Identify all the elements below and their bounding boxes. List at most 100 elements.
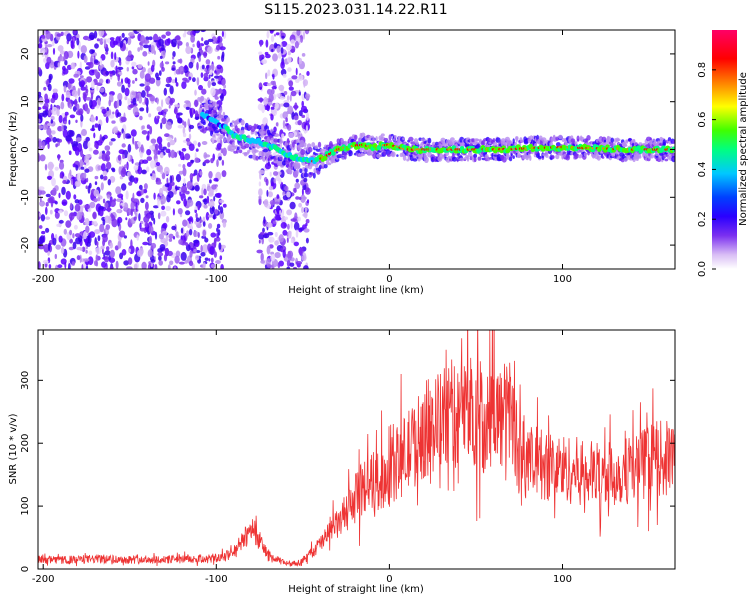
spectrogram-noise-cell xyxy=(301,188,304,196)
spectrogram-noise-cell xyxy=(279,103,285,107)
spectrogram-noise-cell xyxy=(205,59,211,65)
spectrogram-noise-cell xyxy=(117,216,123,224)
spectrogram-noise-cell xyxy=(303,228,310,233)
spectrogram-noise-cell xyxy=(65,190,71,200)
spectrogram-noise-cell xyxy=(161,205,166,210)
spectrogram-noise-cell xyxy=(157,115,160,120)
spectrogram-x-tick-label: 0 xyxy=(386,274,392,285)
spectrogram-noise-cell xyxy=(146,105,149,114)
spectrogram-noise-cell xyxy=(136,234,139,241)
spectrogram-noise-cell xyxy=(180,227,184,234)
spectrogram-heatmap xyxy=(38,30,675,269)
spectrogram-noise-cell xyxy=(50,119,53,124)
spectrogram-ridge-halo xyxy=(314,153,319,156)
spectrogram-noise-cell xyxy=(83,172,87,179)
spectrogram-noise-cell xyxy=(180,185,188,193)
spectrogram-noise-cell xyxy=(141,261,147,269)
spectrogram-noise-cell xyxy=(202,262,206,269)
spectrogram-noise-cell xyxy=(162,230,168,236)
spectrogram-noise-cell xyxy=(174,255,180,264)
spectrogram-ridge-halo xyxy=(501,156,507,163)
spectrogram-noise-cell xyxy=(51,39,55,47)
spectrogram-noise-cell xyxy=(41,230,46,235)
spectrogram-noise-cell xyxy=(84,165,87,170)
spectrogram-ridge-halo xyxy=(319,148,324,154)
spectrogram-noise-cell xyxy=(263,216,266,224)
spectrogram-noise-cell xyxy=(174,106,178,115)
spectrogram-noise-cell xyxy=(266,88,272,95)
spectrogram-noise-cell xyxy=(44,163,48,171)
spectrogram-noise-cell xyxy=(180,251,187,261)
spectrogram-noise-cell xyxy=(46,127,52,136)
spectrogram-noise-cell xyxy=(117,92,123,102)
spectrogram-noise-cell xyxy=(305,124,308,133)
spectrogram-ridge-halo xyxy=(323,164,328,169)
spectrogram-noise-cell xyxy=(274,240,279,246)
spectrogram-noise-cell xyxy=(267,69,271,77)
spectrogram-noise-cell xyxy=(156,76,161,81)
spectrogram-noise-cell xyxy=(123,130,126,140)
spectrogram-noise-cell xyxy=(295,196,300,200)
spectrogram-noise-cell xyxy=(121,249,127,256)
spectrogram-noise-cell xyxy=(137,64,143,69)
spectrogram-noise-cell xyxy=(41,35,46,39)
snr-y-tick-label: 0 xyxy=(20,566,31,572)
spectrogram-noise-cell xyxy=(105,79,109,84)
spectrogram-noise-cell xyxy=(178,65,185,75)
spectrogram-ridge-halo xyxy=(303,172,309,178)
spectrogram-noise-cell xyxy=(211,137,215,144)
spectrogram-noise-cell xyxy=(142,51,148,57)
spectrogram-noise-cell xyxy=(195,250,201,253)
spectrogram-noise-cell xyxy=(187,199,194,207)
spectrogram-noise-cell xyxy=(60,31,64,36)
spectrogram-noise-cell xyxy=(85,265,89,269)
spectrogram-noise-cell xyxy=(146,87,149,96)
spectrogram-noise-cell xyxy=(200,72,204,78)
spectrogram-noise-cell xyxy=(187,217,193,222)
spectrogram-noise-cell xyxy=(94,123,99,128)
spectrogram-noise-cell xyxy=(139,45,143,51)
spectrogram-noise-cell xyxy=(140,188,145,195)
spectrogram-noise-cell xyxy=(286,209,292,216)
spectrogram-noise-cell xyxy=(223,84,227,89)
spectrogram-ridge-halo xyxy=(402,154,407,161)
spectrogram-noise-cell xyxy=(124,87,130,97)
spectrogram-noise-cell xyxy=(104,250,111,256)
spectrogram-noise-cell xyxy=(274,252,281,259)
spectrogram-noise-cell xyxy=(148,225,154,234)
spectrogram-noise-cell xyxy=(110,51,114,60)
spectrogram-noise-cell xyxy=(60,258,67,265)
spectrogram-ridge-halo xyxy=(219,134,224,139)
spectrogram-noise-cell xyxy=(100,174,104,180)
spectrogram-noise-cell xyxy=(83,155,90,164)
spectrogram-noise-cell xyxy=(90,92,94,100)
snr-x-tick-label: -100 xyxy=(205,574,228,585)
spectrogram-noise-cell xyxy=(105,116,109,124)
spectrogram-noise-cell xyxy=(289,201,296,210)
spectrogram-noise-cell xyxy=(293,115,299,121)
spectrogram-noise-cell xyxy=(87,256,94,266)
spectrogram-ridge-halo xyxy=(541,137,547,142)
spectrogram-noise-cell xyxy=(214,75,220,79)
spectrogram-noise-cell xyxy=(167,191,174,198)
spectrogram-noise-cell xyxy=(71,261,76,266)
spectrogram-noise-cell xyxy=(287,223,290,230)
spectrogram-noise-cell xyxy=(126,67,129,72)
spectrogram-noise-cell xyxy=(148,36,153,41)
spectrogram-noise-cell xyxy=(38,212,42,217)
spectrogram-noise-cell xyxy=(88,147,93,152)
spectrogram-noise-cell xyxy=(218,76,222,82)
spectrogram-ridge-halo xyxy=(311,142,316,148)
spectrogram-noise-cell xyxy=(64,60,68,66)
spectrogram-noise-cell xyxy=(91,49,95,53)
spectrogram-noise-cell xyxy=(300,105,308,113)
spectrogram-noise-cell xyxy=(87,141,91,148)
spectrogram-noise-cell xyxy=(57,154,60,161)
spectrogram-ridge-halo xyxy=(512,138,515,144)
spectrogram-noise-cell xyxy=(221,170,227,178)
spectrogram-noise-cell xyxy=(165,31,171,36)
spectrogram-ridge-halo xyxy=(603,139,607,143)
spectrogram-ridge-halo xyxy=(328,162,332,166)
spectrogram-noise-cell xyxy=(138,213,141,222)
spectrogram-ridge-halo xyxy=(512,155,515,160)
